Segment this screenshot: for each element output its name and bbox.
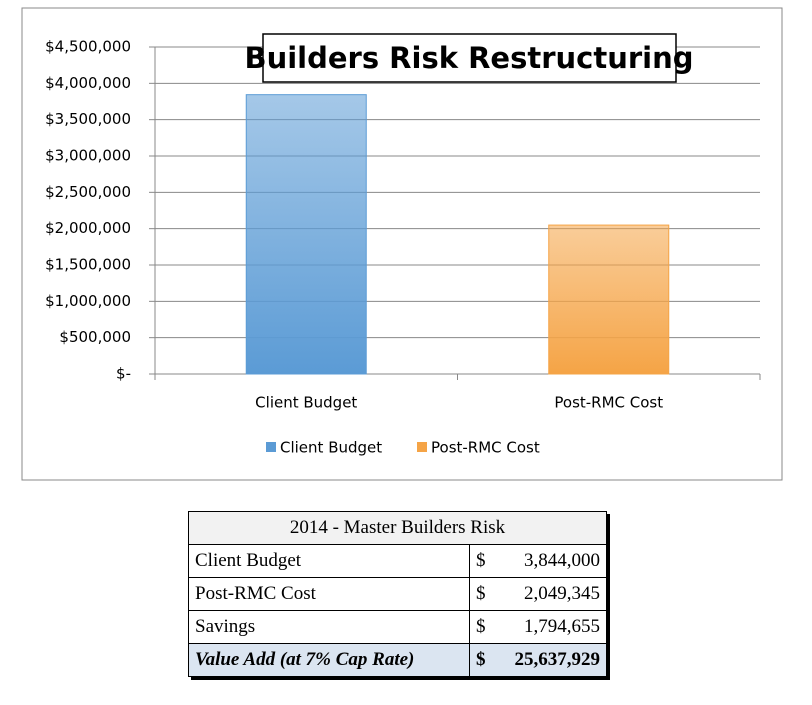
summary-table: 2014 - Master Builders Risk Client Budge… [188,511,607,677]
currency: $ [469,577,494,611]
y-tick-label: $4,000,000 [45,74,131,92]
x-tick-label: Client Budget [255,394,357,412]
y-tick-label: $1,000,000 [45,292,131,310]
currency: $ [469,643,494,677]
y-tick-label: $- [116,365,131,383]
legend-swatch [266,442,276,452]
row-label: Client Budget [188,544,470,578]
amount: 1,794,655 [494,610,607,644]
chart-title: Builders Risk Restructuring [244,41,693,75]
y-tick-label: $2,000,000 [45,219,131,237]
row-label: Post-RMC Cost [188,577,470,611]
amount: 2,049,345 [494,577,607,611]
amount: 25,637,929 [494,643,607,677]
row-label: Savings [188,610,470,644]
row-label: Value Add (at 7% Cap Rate) [188,643,470,677]
currency: $ [469,544,494,578]
amount: 3,844,000 [494,544,607,578]
currency: $ [469,610,494,644]
legend-label: Post-RMC Cost [431,439,540,457]
y-tick-label: $1,500,000 [45,256,131,274]
table-title: 2014 - Master Builders Risk [188,511,607,545]
chart: $- $500,000 $1,000,000 $1,500,000 $2,000,000… [21,7,783,481]
bar [548,224,670,375]
legend-label: Client Budget [280,439,382,457]
bar [245,94,367,375]
y-tick-label: $2,500,000 [45,183,131,201]
y-tick-label: $3,500,000 [45,110,131,128]
title-box [262,33,677,83]
y-tick-label: $500,000 [59,328,131,346]
x-tick-label: Post-RMC Cost [554,394,663,412]
legend-swatch [417,442,427,452]
y-tick-label: $3,000,000 [45,147,131,165]
y-tick-label: $4,500,000 [45,38,131,56]
